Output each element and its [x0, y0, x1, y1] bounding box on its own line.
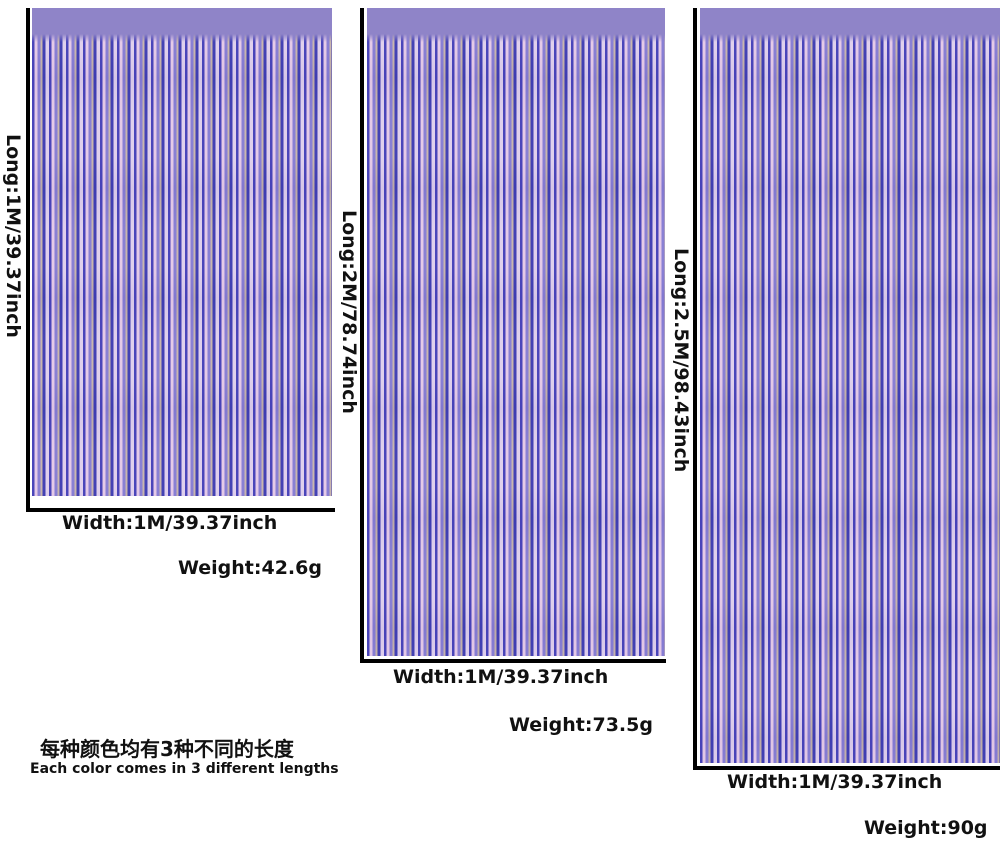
curtain-3-frame-left [693, 8, 697, 770]
curtain-1-weight-label: Weight:42.6g [178, 557, 322, 579]
curtain-2-frame-bottom [360, 659, 666, 663]
curtain-1-long-label: Long:1M/39.37inch [2, 134, 24, 338]
curtain-1-width-label: Width:1M/39.37inch [62, 512, 278, 534]
curtain-3-frame-bottom [693, 766, 1000, 770]
length-note-english: Each color comes in 3 different lengths [30, 761, 339, 777]
curtain-image-1m [32, 8, 332, 496]
curtain-image-2-5m [700, 8, 1000, 763]
curtain-2-long-label: Long:2M/78.74inch [338, 210, 360, 414]
length-note-chinese: 每种颜色均有3种不同的长度 [40, 737, 294, 761]
curtain-3-long-label: Long:2.5M/98.43inch [670, 248, 692, 473]
curtain-2-frame-left [360, 8, 364, 663]
curtain-image-2m [367, 8, 665, 656]
curtain-2-width-label: Width:1M/39.37inch [393, 666, 609, 688]
curtain-1-frame-left [26, 8, 30, 512]
curtain-2-weight-label: Weight:73.5g [509, 714, 653, 736]
curtain-3-weight-label: Weight:90g [864, 817, 988, 839]
curtain-1-frame-bottom [26, 508, 335, 512]
curtain-3-width-label: Width:1M/39.37inch [727, 771, 943, 793]
